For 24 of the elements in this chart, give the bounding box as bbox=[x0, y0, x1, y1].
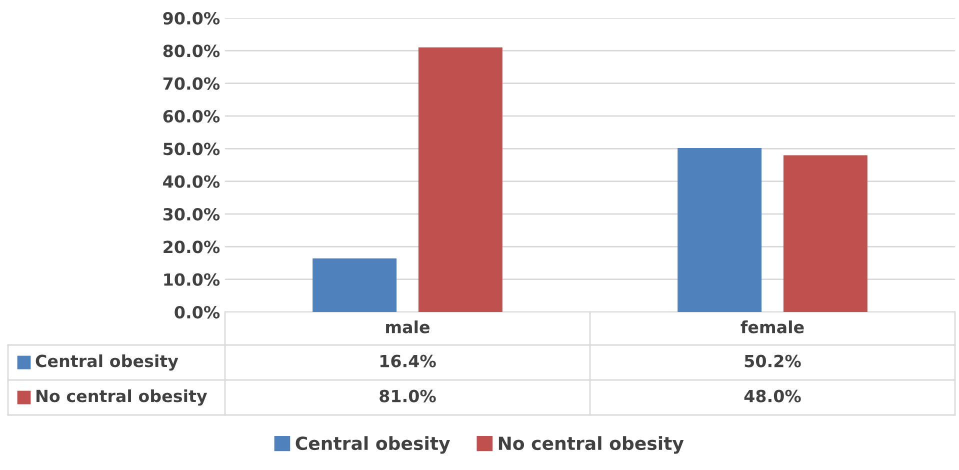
legend-label: No central obesity bbox=[498, 436, 684, 454]
data-label: 50.2% bbox=[744, 354, 801, 368]
y-tick-label: 0.0% bbox=[174, 306, 220, 319]
y-tick-label: 50.0% bbox=[164, 142, 220, 156]
bar bbox=[678, 148, 762, 312]
y-tick-label: 90.0% bbox=[163, 12, 220, 25]
text: Central obesity bbox=[36, 354, 178, 371]
y-tick-label: 10.0% bbox=[164, 273, 220, 286]
bar bbox=[312, 258, 397, 312]
x-tick-label: male bbox=[386, 320, 430, 334]
data-label: 48.0% bbox=[744, 390, 801, 402]
y-tick-label: 60.0% bbox=[163, 110, 220, 123]
y-tick-label: 40.0% bbox=[163, 175, 220, 188]
x-tick-label: female bbox=[740, 320, 804, 334]
data-label: 16.4% bbox=[380, 354, 436, 368]
bar bbox=[783, 155, 868, 312]
y-tick-label: 70.0% bbox=[163, 77, 220, 90]
y-tick-label: 30.0% bbox=[163, 208, 220, 221]
bar bbox=[418, 47, 502, 312]
y-tick-label: 80.0% bbox=[163, 44, 220, 58]
y-tick-label: 20.0% bbox=[164, 240, 220, 254]
text: No central obesity bbox=[36, 389, 208, 406]
legend-label: Central obesity bbox=[296, 436, 450, 454]
data-label: 81.0% bbox=[380, 390, 436, 402]
